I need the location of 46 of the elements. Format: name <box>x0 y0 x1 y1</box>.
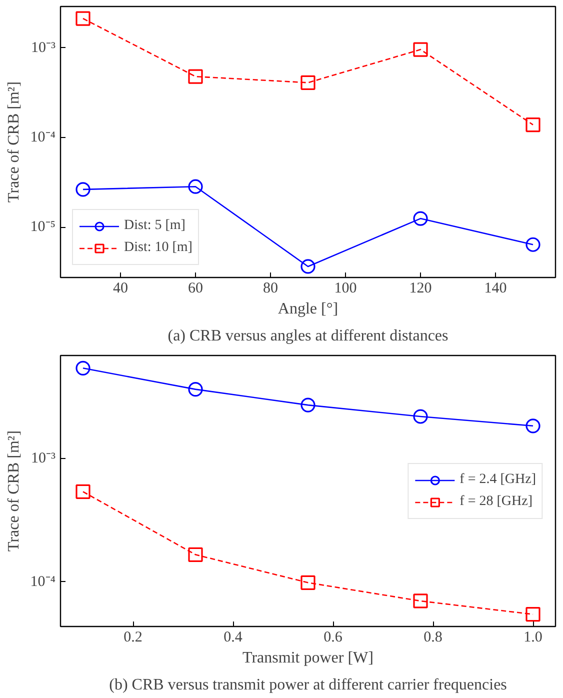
point <box>76 182 90 197</box>
x-tick-label: 1.0 <box>524 630 542 646</box>
x-tick-label: 60 <box>188 280 203 296</box>
y-tick-label: 10⁻³ <box>31 40 56 56</box>
legend-label: f = 28 [GHz] <box>460 494 532 510</box>
point <box>526 607 540 622</box>
y-tick-label: 10⁻⁴ <box>30 574 56 590</box>
x-tick-label: 120 <box>409 280 432 296</box>
point <box>76 484 90 499</box>
point <box>188 382 203 397</box>
point <box>413 594 428 608</box>
x-tick-label: 100 <box>334 280 357 296</box>
point <box>76 11 90 26</box>
legend-label: f = 2.4 [GHz] <box>460 472 536 488</box>
point <box>188 179 203 194</box>
text: (b) CRB versus transmit power at different carrier frequencies <box>109 676 507 694</box>
text: (a) CRB versus angles at different distances <box>168 328 448 344</box>
x-tick-label: 40 <box>113 280 128 296</box>
point <box>188 547 203 562</box>
point <box>300 259 316 274</box>
x-tick-label: 0.2 <box>124 630 142 646</box>
point <box>526 117 540 132</box>
legend-label: Dist: 10 [m] <box>124 240 192 256</box>
point <box>76 360 90 376</box>
point <box>300 398 316 412</box>
point <box>526 418 540 434</box>
y-axis-title: Trace of CRB [m²] <box>5 81 22 203</box>
y-tick-label: 10⁻⁵ <box>30 219 56 236</box>
x-axis-title: Angle [°] <box>278 300 338 318</box>
x-tick-label: 140 <box>484 280 507 296</box>
x-tick-label: 80 <box>263 280 278 296</box>
y-tick-label: 10⁻⁴ <box>30 130 56 146</box>
point <box>300 575 316 590</box>
x-tick-label: 0.4 <box>224 630 243 646</box>
point <box>413 409 428 424</box>
point <box>188 69 203 84</box>
x-axis-title: Transmit power [W] <box>242 650 374 666</box>
x-tick-label: 0.8 <box>424 630 442 646</box>
y-axis-title: Trace of CRB [m²] <box>5 430 22 552</box>
legend-label: Dist: 5 [m] <box>124 218 186 234</box>
x-tick-label: 0.6 <box>324 630 343 646</box>
y-tick-label: 10⁻³ <box>31 450 56 466</box>
point <box>413 42 428 57</box>
point <box>526 237 540 252</box>
point <box>300 75 316 90</box>
point <box>413 211 428 226</box>
